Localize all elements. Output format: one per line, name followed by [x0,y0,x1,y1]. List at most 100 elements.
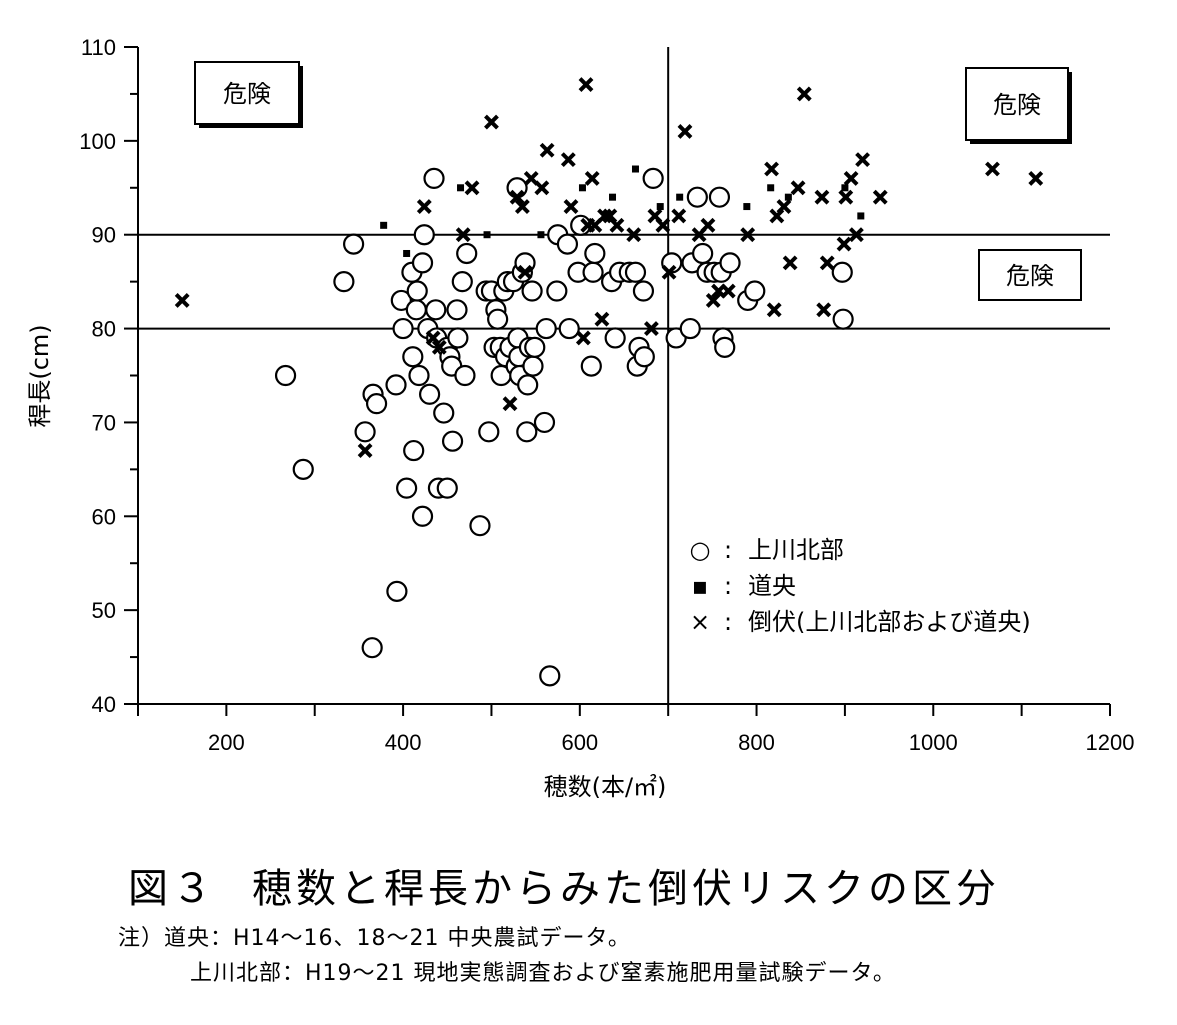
data-point-circle [535,317,557,340]
data-point-circle [365,393,388,415]
data-point-circle [402,346,424,368]
data-point-circle [333,271,355,293]
data-point-square [743,203,751,211]
data-point-circle [714,336,736,358]
data-point-circle [406,280,428,302]
y-tick-label: 110 [81,35,116,60]
data-point-square [767,184,775,192]
data-point-circle [632,280,655,302]
data-point-x [836,236,852,252]
data-point-circle [456,242,478,265]
data-point-x [766,302,782,318]
data-points [174,77,1044,687]
chart-axes: 40 50 60 70 80 90 100 110 200 400 600 800 1000 1200 [79,35,1134,755]
data-point-x [816,302,832,318]
data-point-x [700,217,716,233]
data-point-circle [546,280,568,302]
figure-title: 穂数と稈長からみた倒伏リスクの区分 [252,866,1000,912]
region-label: 危険 [223,80,271,108]
data-point-x [578,77,594,92]
x-tick-label: 1200 [1086,730,1135,755]
data-point-circle [446,299,468,321]
data-point-x [609,217,625,233]
data-point-circle [719,252,741,274]
data-point-square [403,249,411,257]
data-point-circle [403,439,425,462]
scatter-chart: 40 50 60 70 80 90 100 110 200 400 600 800 1000 1200 危… [26,35,1134,801]
legend-label: 上川北部 [748,536,844,564]
data-point-x [643,321,659,336]
data-point-x [534,180,550,196]
data-point-x [796,86,812,102]
data-point-circle [411,505,434,527]
region-label: 危険 [1006,262,1054,290]
data-point-x [575,330,591,346]
y-tick-label: 70 [92,410,116,435]
data-point-x [838,189,854,205]
data-point-x [484,114,499,130]
data-point-circle [436,477,458,499]
data-point-circle [386,580,408,602]
data-point-x [560,152,576,168]
data-point-x [843,170,859,186]
data-point-x [671,208,687,224]
legend-marker: ○ [690,536,711,564]
data-point-x [1028,170,1044,186]
data-point-square [676,193,684,201]
data-point-circle [624,261,647,283]
legend-separator: : [724,572,732,600]
data-point-circle [423,167,445,189]
data-point-circle [385,374,407,396]
x-axis-label: 穂数(本/㎡) [544,773,667,801]
data-point-circle [558,317,580,340]
data-point-square [857,212,865,220]
region-box [978,249,1082,301]
data-point-x [502,396,518,412]
x-tick-label: 400 [385,730,422,755]
data-point-x [819,255,835,271]
data-point-x [509,189,525,205]
data-point-x [655,217,671,233]
data-point-x [782,255,798,271]
data-point-circle [692,242,714,265]
data-point-x [872,189,888,205]
data-point-circle [478,421,500,443]
data-point-circle [454,364,476,387]
data-point-square [841,184,849,192]
data-point-circle [584,242,606,265]
data-point-x [416,199,432,214]
data-point-square [656,203,664,211]
data-point-circle [832,308,854,330]
data-point-circle [451,271,473,293]
data-point-x [705,293,721,308]
x-tick-label: 600 [561,730,598,755]
data-point-circle [447,327,469,349]
data-point-circle [425,299,447,321]
data-point-x [455,227,471,243]
data-point-circle [390,289,412,312]
data-point-circle [524,336,546,358]
data-point-circle [411,252,434,274]
data-point-x [677,124,693,139]
reference-lines [138,47,1110,704]
data-point-circle [516,421,538,443]
y-tick-label: 80 [92,317,116,342]
data-point-x [764,161,779,177]
data-point-circle [396,477,418,499]
data-point-x [357,443,373,458]
data-point-x [814,189,830,205]
data-point-x [985,161,1000,177]
data-point-circle [487,308,509,330]
data-point-circle [679,317,701,340]
data-point-circle [361,637,383,659]
data-point-circle [274,364,297,387]
data-point-x [431,339,447,355]
y-axis-label: 稈長(cm) [26,324,54,427]
data-point-circle [539,665,561,687]
legend-marker: ▪ [692,572,708,600]
y-tick-label: 90 [92,223,116,248]
data-point-circle [744,280,766,302]
figure-caption: 図３ 穂数と稈長からみた倒伏リスクの区分 [128,856,1000,914]
data-point-x [584,170,600,186]
data-point-x [464,180,480,196]
